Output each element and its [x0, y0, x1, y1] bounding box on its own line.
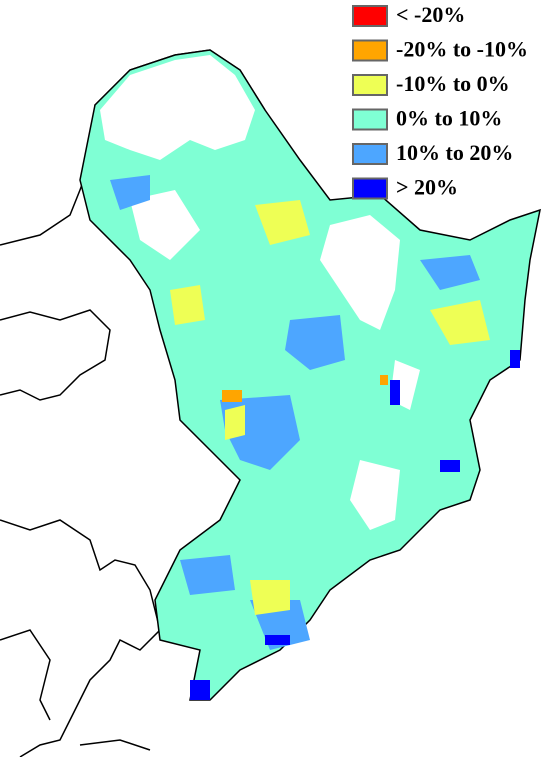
orange-areas	[222, 375, 388, 402]
region-fill	[79, 49, 541, 701]
legend-label: 0% to 10%	[396, 106, 502, 131]
legend-label: -20% to -10%	[396, 37, 528, 62]
legend-swatch	[352, 143, 388, 165]
legend-swatch	[352, 177, 388, 200]
legend-label: 10% to 20%	[396, 140, 513, 165]
legend-swatch	[352, 108, 388, 131]
legend-swatch	[352, 74, 388, 96]
yellow-areas	[170, 200, 490, 615]
legend: < -20% -20% to -10% -10% to 0% 0% to 10% 10%…	[352, 2, 528, 200]
legend-label: -10% to 0%	[396, 71, 510, 96]
legend-label: > 20%	[396, 175, 458, 200]
legend-label: < -20%	[396, 2, 465, 27]
legend-swatch	[352, 5, 388, 27]
legend-swatch	[352, 39, 388, 62]
dark-blue-areas	[190, 350, 520, 700]
